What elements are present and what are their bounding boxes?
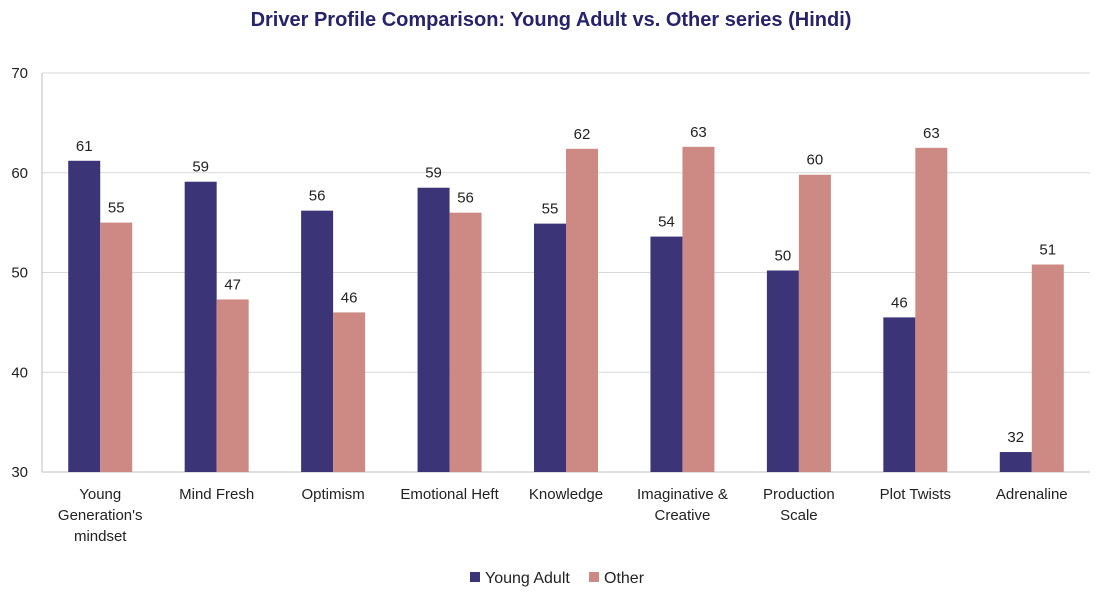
data-label: 55 — [542, 201, 559, 218]
x-tick-label: Plot Twists — [880, 486, 951, 503]
x-tick-label: Imaginative & Creative — [637, 486, 728, 524]
y-tick-label: 50 — [11, 265, 28, 282]
bar-other — [333, 312, 366, 472]
data-label: 46 — [891, 294, 908, 311]
x-tick-label: Young Generation's mindset — [58, 486, 143, 545]
bar-young-adult — [534, 223, 566, 472]
data-label: 61 — [76, 138, 93, 155]
x-tick-label: Adrenaline — [996, 486, 1068, 503]
data-label: 59 — [425, 165, 442, 182]
data-label: 56 — [457, 190, 474, 207]
data-label: 50 — [775, 248, 792, 265]
bars — [68, 146, 1064, 473]
data-label: 62 — [574, 126, 591, 143]
bar-young-adult — [766, 270, 799, 472]
data-label: 46 — [341, 289, 358, 306]
bar-young-adult — [301, 210, 334, 472]
data-label: 59 — [192, 159, 209, 176]
bar-other — [682, 146, 715, 472]
bar-young-adult — [999, 452, 1032, 472]
bar-other — [915, 147, 948, 472]
legend-swatch — [470, 572, 480, 582]
x-tick-label: Emotional Heft — [400, 486, 499, 503]
y-tick-label: 70 — [11, 65, 28, 82]
data-label: 63 — [690, 124, 707, 141]
y-tick-label: 40 — [11, 364, 28, 381]
data-label: 56 — [309, 188, 326, 205]
data-labels: 61 55 59 47 56 46 59 56 55 62 54 63 50 60 46 63 32 51 — [76, 124, 1056, 446]
x-tick-label: Knowledge — [529, 486, 603, 503]
bar-other — [798, 174, 831, 472]
x-tick-label: Production Scale — [763, 486, 835, 524]
data-label: 54 — [658, 214, 675, 231]
bar-young-adult — [68, 160, 101, 472]
legend-label: Young Adult — [485, 570, 570, 587]
data-label: 60 — [807, 152, 824, 169]
chart-title: Driver Profile Comparison: Young Adult v… — [251, 9, 852, 31]
legend: Young Adult Other — [470, 570, 645, 587]
x-tick-label: Mind Fresh — [179, 486, 254, 503]
data-label: 32 — [1007, 429, 1024, 446]
bar-other — [566, 148, 598, 472]
legend-swatch — [589, 572, 599, 582]
data-label: 55 — [108, 200, 125, 217]
bar-young-adult — [883, 317, 916, 472]
bar-other — [216, 299, 249, 472]
bar-other — [449, 212, 482, 472]
legend-label: Other — [604, 570, 645, 587]
data-label: 63 — [923, 125, 940, 142]
bar-other — [100, 222, 133, 472]
bar-young-adult — [417, 187, 450, 472]
bar-other — [1031, 264, 1064, 472]
bar-young-adult — [650, 236, 683, 472]
y-tick-label: 30 — [11, 464, 28, 481]
data-label: 47 — [224, 276, 241, 293]
x-tick-label: Optimism — [301, 486, 364, 503]
bar-young-adult — [184, 181, 217, 473]
data-label: 51 — [1039, 242, 1056, 259]
y-tick-label: 60 — [11, 165, 28, 182]
